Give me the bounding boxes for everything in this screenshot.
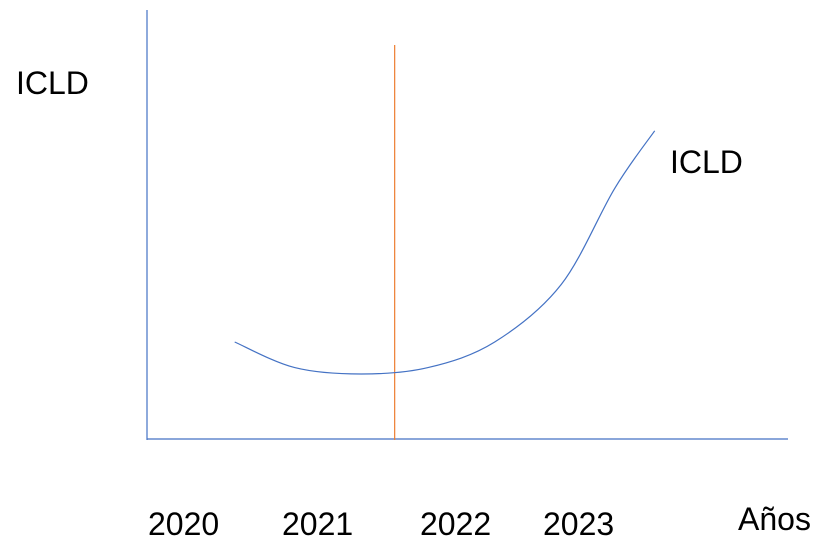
x-axis-label: Años <box>738 501 811 537</box>
x-tick-label: 2023 <box>543 506 615 542</box>
x-tick-label: 2022 <box>420 506 492 542</box>
series-label-icld: ICLD <box>670 144 743 180</box>
y-axis-label: ICLD <box>16 65 89 101</box>
x-tick-label: 2021 <box>282 506 354 542</box>
x-tick-label: 2020 <box>148 506 220 542</box>
icld-curve <box>234 130 656 375</box>
